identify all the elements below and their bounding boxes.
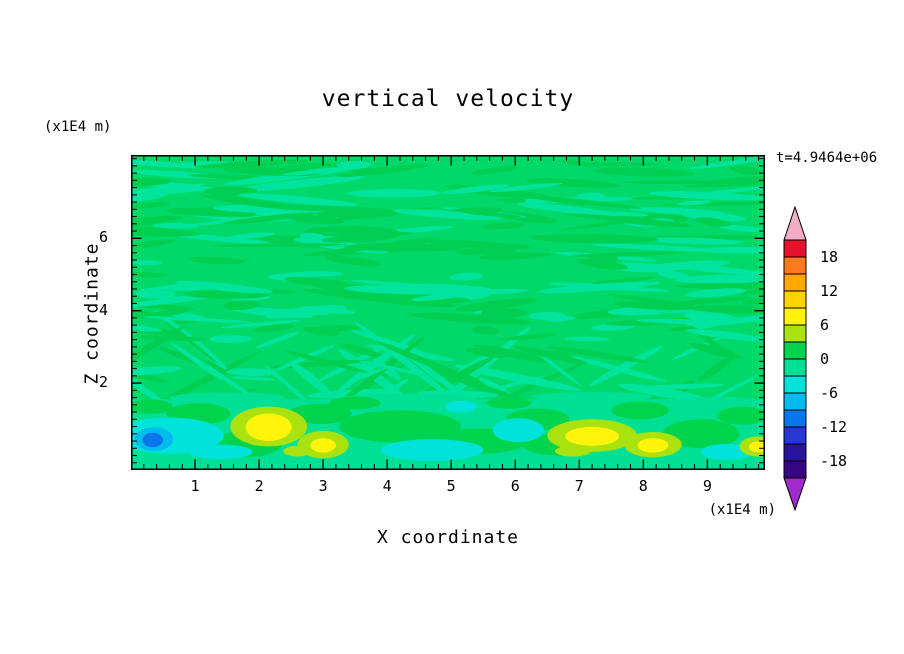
colorbar-label: 12: [820, 282, 839, 300]
colorbar-label: -6: [820, 384, 839, 402]
x-axis-unit-label: (x1E4 m): [708, 502, 776, 518]
x-tick-label: 2: [254, 477, 264, 495]
x-tick-label: 6: [510, 477, 520, 495]
y-tick-label: 2: [98, 373, 108, 392]
contour-plot: [131, 155, 765, 470]
x-tick-label: 7: [574, 477, 584, 495]
colorbar-label: -12: [820, 418, 848, 436]
colorbar-label: 18: [820, 248, 839, 266]
y-tick-label: 4: [98, 300, 108, 319]
x-tick-label: 5: [446, 477, 456, 495]
x-axis-title: X coordinate: [376, 527, 520, 548]
colorbar-label: 0: [820, 350, 830, 368]
x-tick-label: 3: [318, 477, 328, 495]
plot-title: vertical velocity: [321, 86, 575, 112]
colorbar: [783, 205, 807, 512]
y-axis-unit-label: (x1E4 m): [44, 119, 112, 135]
x-tick-label: 9: [702, 477, 712, 495]
colorbar-label: 6: [820, 316, 830, 334]
colorbar-label: -18: [820, 452, 848, 470]
x-tick-label: 4: [382, 477, 392, 495]
x-tick-label: 1: [190, 477, 200, 495]
timestamp-label: t=4.9464e+06: [776, 150, 878, 166]
y-tick-label: 6: [98, 228, 108, 247]
x-tick-label: 8: [638, 477, 648, 495]
